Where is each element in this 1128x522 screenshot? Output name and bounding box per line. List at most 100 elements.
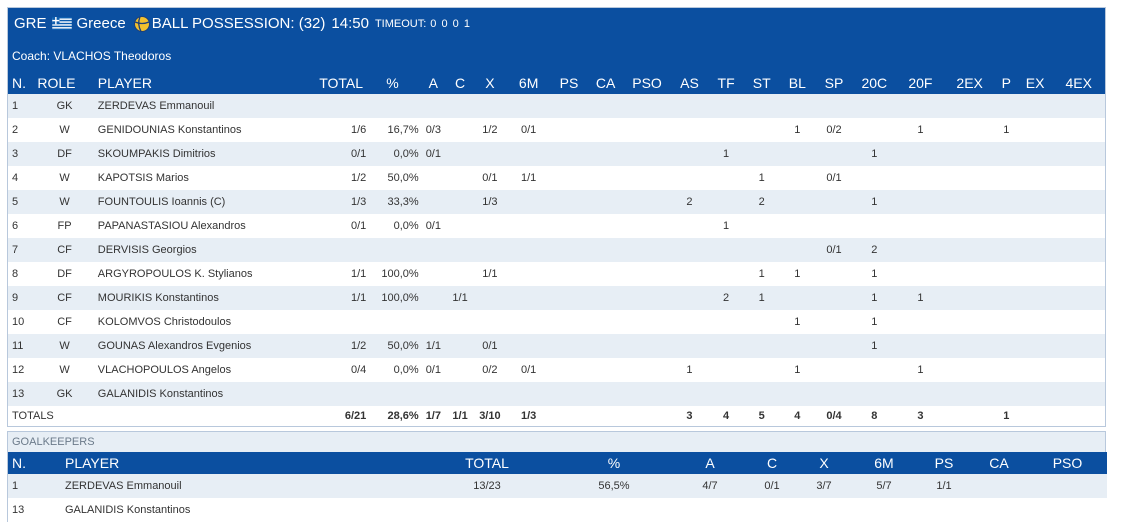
cell-4ex bbox=[1052, 358, 1105, 382]
cell-4ex bbox=[1052, 238, 1105, 262]
cell-p bbox=[994, 214, 1018, 238]
cell-tf: 2 bbox=[707, 286, 745, 310]
cell-6m bbox=[507, 382, 550, 406]
gk-header-col: % bbox=[554, 452, 674, 474]
cell-x bbox=[472, 238, 508, 262]
stats-header-6m: 6M bbox=[507, 72, 550, 94]
cell-p bbox=[994, 142, 1018, 166]
table-row: 7 CF DERVISIS Georgios 0/1 2 bbox=[8, 238, 1105, 262]
cell-ex bbox=[1017, 238, 1053, 262]
cell-col: 50,0% bbox=[366, 334, 419, 358]
cell-2ex bbox=[944, 310, 995, 334]
cell-c bbox=[746, 498, 798, 522]
cell-role: W bbox=[37, 166, 92, 190]
cell-ex bbox=[1017, 310, 1053, 334]
totals-st: 5 bbox=[744, 406, 779, 426]
greece-flag-icon bbox=[51, 17, 72, 30]
goalkeepers-title: GOALKEEPERS bbox=[8, 432, 1105, 452]
cell-ex bbox=[1017, 262, 1053, 286]
cell-a: 0/1 bbox=[418, 214, 448, 238]
cell-col bbox=[366, 310, 419, 334]
cell-as bbox=[671, 166, 708, 190]
cell-pso bbox=[622, 94, 672, 118]
cell-20f bbox=[896, 214, 945, 238]
cell-col bbox=[366, 238, 419, 262]
cell-20c: 1 bbox=[852, 190, 897, 214]
cell-col: 50,0% bbox=[366, 166, 419, 190]
cell-6m: 0/1 bbox=[507, 358, 550, 382]
cell-player: VLACHOPOULOS Angelos bbox=[91, 358, 317, 382]
cell-p bbox=[994, 286, 1018, 310]
cell-as bbox=[671, 262, 708, 286]
cell-role: DF bbox=[37, 262, 92, 286]
stats-header-st: ST bbox=[744, 72, 779, 94]
cell-total: 1/2 bbox=[316, 334, 367, 358]
cell-role: W bbox=[37, 334, 92, 358]
cell-col bbox=[366, 94, 419, 118]
cell-sp bbox=[815, 310, 853, 334]
totals-c: 1/1 bbox=[448, 406, 473, 426]
cell-total: 0/4 bbox=[316, 358, 367, 382]
goalkeeper-header-row: N. PLAYER TOTAL% A C X 6M PS CA PSO bbox=[8, 452, 1107, 474]
cell-col: 0,0% bbox=[366, 214, 419, 238]
cell-player: FOUNTOULIS Ioannis (C) bbox=[91, 190, 317, 214]
cell-x bbox=[472, 94, 508, 118]
cell-x: 3/7 bbox=[798, 474, 850, 498]
cell-pso bbox=[622, 190, 672, 214]
cell-p bbox=[994, 238, 1018, 262]
cell-p bbox=[994, 190, 1018, 214]
cell-20c: 1 bbox=[852, 262, 897, 286]
cell-6m bbox=[850, 498, 918, 522]
cell-p bbox=[994, 262, 1018, 286]
cell-a bbox=[418, 238, 448, 262]
cell-n: 2 bbox=[8, 118, 38, 142]
cell-n: 6 bbox=[8, 214, 38, 238]
cell-4ex bbox=[1052, 118, 1105, 142]
cell-pso bbox=[622, 214, 672, 238]
cell-4ex bbox=[1052, 334, 1105, 358]
cell-ca bbox=[588, 310, 623, 334]
player-stats-table: N. ROLE PLAYER TOTAL% A C X 6M PS CA PSO AS TF ST BL SP… bbox=[8, 72, 1105, 426]
cell-ca bbox=[970, 498, 1028, 522]
cell-pso bbox=[622, 358, 672, 382]
cell-c bbox=[448, 214, 473, 238]
cell-as bbox=[671, 214, 708, 238]
stats-header-20c: 20C bbox=[852, 72, 897, 94]
cell-bl bbox=[779, 334, 816, 358]
cell-ex bbox=[1017, 286, 1053, 310]
cell-col: 0,0% bbox=[366, 142, 419, 166]
cell-total: 1/1 bbox=[316, 286, 367, 310]
cell-a bbox=[674, 498, 746, 522]
cell-st bbox=[744, 334, 779, 358]
totals-ca bbox=[588, 406, 623, 426]
cell-ca bbox=[588, 334, 623, 358]
cell-player: PAPANASTASIOU Alexandros bbox=[91, 214, 317, 238]
cell-st bbox=[744, 310, 779, 334]
table-row: 8 DF ARGYROPOULOS K. Stylianos 1/1 100,0% 1/1… bbox=[8, 262, 1105, 286]
team-code: GRE bbox=[14, 15, 47, 32]
cell-ex bbox=[1017, 94, 1053, 118]
cell-tf bbox=[707, 334, 745, 358]
gk-header-x: X bbox=[798, 452, 850, 474]
totals-p: 1 bbox=[994, 406, 1018, 426]
cell-total: 1/2 bbox=[316, 166, 367, 190]
goalkeepers-panel: GOALKEEPERS N. PLAYER TOTAL% A C X 6M PS CA PSO 1… bbox=[7, 431, 1107, 522]
table-row: 4 W KAPOTSIS Marios 1/2 50,0% 0/1 1/1 1 0/1 bbox=[8, 166, 1105, 190]
cell-c bbox=[448, 142, 473, 166]
cell-bl: 1 bbox=[779, 118, 816, 142]
cell-ca bbox=[588, 286, 623, 310]
cell-20c bbox=[852, 166, 897, 190]
cell-a: 1/1 bbox=[418, 334, 448, 358]
cell-20f bbox=[896, 238, 945, 262]
cell-6m bbox=[507, 286, 550, 310]
cell-bl bbox=[779, 94, 816, 118]
cell-4ex bbox=[1052, 310, 1105, 334]
cell-st bbox=[744, 94, 779, 118]
cell-20f: 1 bbox=[896, 286, 945, 310]
goalkeeper-stats-table: N. PLAYER TOTAL% A C X 6M PS CA PSO 1 ZERDEVAS Emm… bbox=[8, 452, 1107, 522]
cell-col: 100,0% bbox=[366, 286, 419, 310]
cell-6m: 5/7 bbox=[850, 474, 918, 498]
cell-c bbox=[448, 358, 473, 382]
cell-20c: 1 bbox=[852, 310, 897, 334]
stats-header-p: P bbox=[994, 72, 1018, 94]
